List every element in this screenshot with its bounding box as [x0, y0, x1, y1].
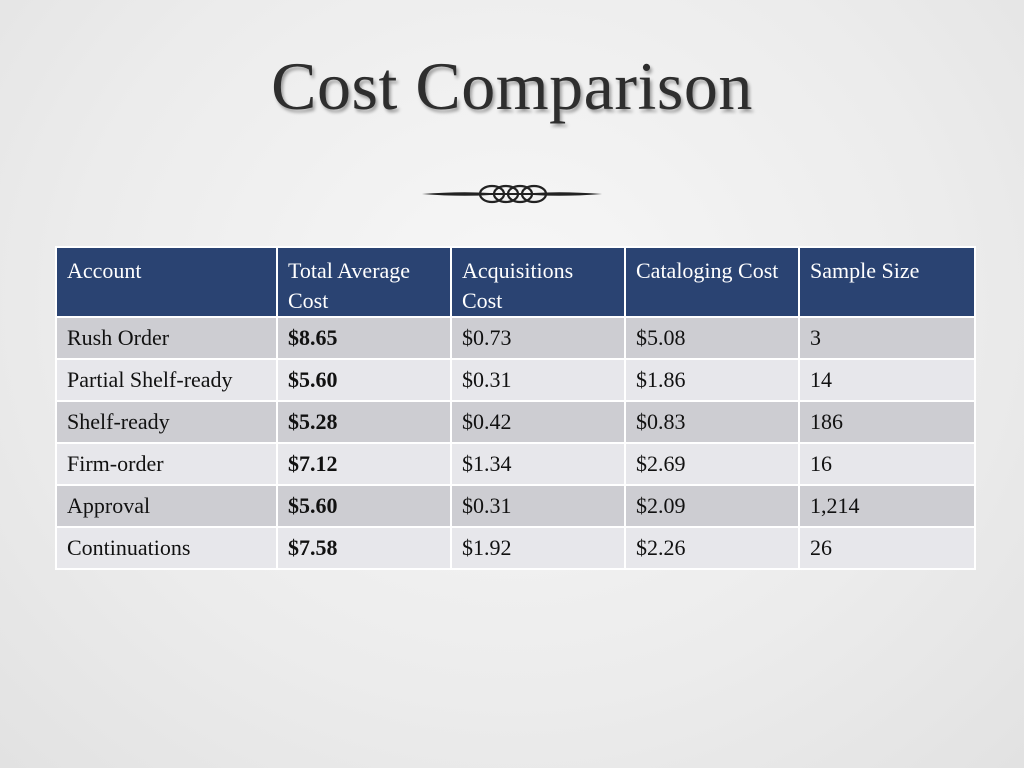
slide-title: Cost Comparison	[271, 48, 753, 124]
header-sample-size: Sample Size	[798, 246, 976, 318]
cell-account: Rush Order	[55, 316, 278, 360]
cell-acquisitions-cost: $0.31	[450, 358, 626, 402]
cell-acquisitions-cost: $1.34	[450, 442, 626, 486]
cell-cataloging-cost: $2.09	[624, 484, 800, 528]
cell-account: Partial Shelf-ready	[55, 358, 278, 402]
table-row: Continuations $7.58 $1.92 $2.26 26	[55, 526, 976, 570]
cell-cataloging-cost: $2.69	[624, 442, 800, 486]
header-total-average-cost: Total Average Cost	[276, 246, 452, 318]
cell-acquisitions-cost: $0.73	[450, 316, 626, 360]
cell-sample-size: 14	[798, 358, 976, 402]
cell-account: Continuations	[55, 526, 278, 570]
table-header-row: Account Total Average Cost Acquisitions …	[55, 246, 976, 318]
cell-sample-size: 1,214	[798, 484, 976, 528]
cell-sample-size: 186	[798, 400, 976, 444]
table-row: Partial Shelf-ready $5.60 $0.31 $1.86 14	[55, 358, 976, 402]
cell-acquisitions-cost: $1.92	[450, 526, 626, 570]
cell-sample-size: 26	[798, 526, 976, 570]
cell-cataloging-cost: $5.08	[624, 316, 800, 360]
table-row: Shelf-ready $5.28 $0.42 $0.83 186	[55, 400, 976, 444]
cost-comparison-table: Account Total Average Cost Acquisitions …	[55, 246, 976, 570]
cell-account: Approval	[55, 484, 278, 528]
cell-cataloging-cost: $2.26	[624, 526, 800, 570]
cell-total-average-cost: $8.65	[276, 316, 452, 360]
cell-acquisitions-cost: $0.31	[450, 484, 626, 528]
cell-cataloging-cost: $1.86	[624, 358, 800, 402]
header-cataloging-cost: Cataloging Cost	[624, 246, 800, 318]
header-account: Account	[55, 246, 278, 318]
table-row: Firm-order $7.12 $1.34 $2.69 16	[55, 442, 976, 486]
cell-cataloging-cost: $0.83	[624, 400, 800, 444]
cell-sample-size: 3	[798, 316, 976, 360]
cell-acquisitions-cost: $0.42	[450, 400, 626, 444]
cell-total-average-cost: $7.12	[276, 442, 452, 486]
table-row: Approval $5.60 $0.31 $2.09 1,214	[55, 484, 976, 528]
cell-sample-size: 16	[798, 442, 976, 486]
cell-total-average-cost: $5.60	[276, 484, 452, 528]
header-acquisitions-cost: Acquisitions Cost	[450, 246, 626, 318]
cell-total-average-cost: $5.28	[276, 400, 452, 444]
cell-total-average-cost: $5.60	[276, 358, 452, 402]
table-row: Rush Order $8.65 $0.73 $5.08 3	[55, 316, 976, 360]
cell-account: Firm-order	[55, 442, 278, 486]
cell-total-average-cost: $7.58	[276, 526, 452, 570]
flourish-divider-icon	[422, 184, 602, 204]
cell-account: Shelf-ready	[55, 400, 278, 444]
